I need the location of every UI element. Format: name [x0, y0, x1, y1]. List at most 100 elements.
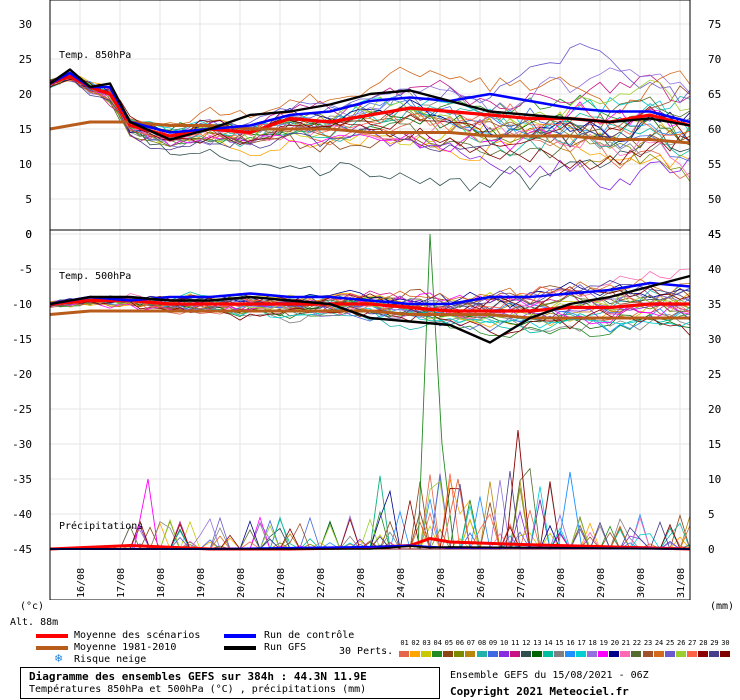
perturbation-swatches: [399, 651, 731, 657]
perturbation-swatch: [509, 651, 520, 657]
perturbation-swatch: [542, 651, 553, 657]
perturbation-swatch: [498, 651, 509, 657]
member-line-850: [49, 76, 691, 192]
y-tick-right: 25: [708, 368, 721, 381]
y-tick-right: 65: [708, 88, 721, 101]
legend-label-control: Run de contrôle: [264, 630, 355, 641]
series-line-850-gfs: [49, 68, 691, 141]
legend-label-snow: Risque neige: [74, 654, 147, 665]
plot-frame: [49, 0, 691, 600]
member-spike: [417, 233, 455, 550]
perturbation-swatch: [410, 651, 421, 657]
member-spike: [441, 478, 471, 550]
chart-svg: 16/08 17/08 18/08 19/08 20/08 21/08 22/08 23/08…: [12, 0, 721, 600]
y-tick-left: -20: [12, 368, 32, 381]
perturbation-swatch: [476, 651, 487, 657]
perturbation-numbers: 01 02 03 04 05 06 07 08 09 10 11 12 13 14 15 16 17 18 19 20…: [399, 639, 731, 649]
perturbation-swatch: [553, 651, 564, 657]
perturbation-number: 28: [699, 639, 708, 647]
x-tick-label: 31/08: [676, 568, 687, 598]
perturbation-swatch: [421, 651, 432, 657]
title-box: Diagramme des ensembles GEFS sur 384h : …: [20, 667, 440, 699]
perturbation-number: 05: [444, 639, 454, 647]
member-spike: [133, 478, 159, 550]
x-tick-label: 17/08: [116, 568, 127, 598]
x-tick-label: 21/08: [276, 568, 287, 598]
x-tick-label: 27/08: [516, 568, 527, 598]
y-tick-right: 20: [708, 403, 721, 416]
perturbation-number: 27: [688, 639, 697, 647]
perturbation-number: 07: [466, 639, 476, 647]
y-tick-right: 55: [708, 158, 721, 171]
panel-title: Précipitations: [59, 520, 143, 532]
y-tick-left: -30: [12, 438, 32, 451]
perturbation-swatch: [609, 651, 620, 657]
perturbation-number: 04: [433, 639, 442, 647]
perturbation-number: 11: [511, 639, 520, 647]
x-tick-label: 19/08: [196, 568, 207, 598]
y-tick-right: 10: [708, 473, 721, 486]
perturbation-number: 20: [610, 639, 620, 647]
perturbation-swatch: [620, 651, 631, 657]
perturbation-number: 24: [654, 639, 664, 647]
member-spike: [505, 429, 531, 550]
perturbation-number: 30: [721, 639, 730, 647]
x-tick-label: 18/08: [156, 568, 167, 598]
series-line-850-climate: [49, 120, 691, 145]
perturbation-swatch: [675, 651, 686, 657]
snowflake-icon: ❄: [54, 652, 64, 665]
unit-left: (°c): [20, 601, 45, 612]
perturbation-swatch: [399, 651, 410, 657]
y-tick-left: 0: [25, 228, 32, 241]
series-line-500-climate: [49, 309, 690, 320]
perturbation-number: 13: [533, 639, 542, 647]
y-tick-right: 30: [708, 333, 721, 346]
perturbation-swatch: [432, 651, 443, 657]
perturbation-swatch: [576, 651, 587, 657]
x-tick-label: 22/08: [316, 568, 327, 598]
panel-title: Temp. 500hPa: [59, 271, 131, 282]
perturbation-swatch: [587, 651, 598, 657]
y-tick-left: -25: [12, 403, 32, 416]
panel-title: Temp. 850hPa: [59, 50, 131, 61]
member-line-500: [49, 280, 691, 319]
perturbation-swatch: [531, 651, 542, 657]
perturbation-number: 12: [522, 639, 531, 647]
member-line-850: [49, 76, 691, 157]
perturbation-number: 09: [488, 639, 498, 647]
perturbation-swatch: [598, 651, 609, 657]
y-tick-left: 20: [19, 88, 32, 101]
perturbation-number: 19: [599, 639, 608, 647]
series-line-500-mean: [49, 298, 690, 313]
perturbation-swatch: [719, 651, 730, 657]
y-tick-right: 15: [708, 438, 721, 451]
perturbation-number: 02: [411, 639, 420, 647]
y-tick-right: 50: [708, 193, 721, 206]
x-tick-label: 25/08: [436, 568, 447, 598]
y-tick-left: -15: [12, 333, 32, 346]
perturbation-swatch: [664, 651, 675, 657]
member-line-precip: [50, 510, 691, 550]
perturbation-number: 14: [544, 639, 553, 647]
legend-swatch-mean: [36, 634, 68, 638]
y-tick-left: -45: [12, 543, 32, 556]
legend-label-gfs: Run GFS: [264, 642, 307, 653]
perturbation-swatch: [697, 651, 708, 657]
perturbation-number: 26: [677, 639, 686, 647]
series-line-850-control: [49, 71, 691, 134]
perturbation-number: 25: [665, 639, 675, 647]
series-line-precip-gfs: [50, 545, 691, 550]
y-tick-left: -35: [12, 473, 32, 486]
perturbation-swatch: [708, 651, 719, 657]
perturbation-number: 17: [577, 639, 586, 647]
x-tick-label: 20/08: [236, 568, 247, 598]
legend-label-climate: Moyenne 1981-2010: [74, 642, 177, 653]
y-tick-right: 5: [708, 508, 715, 521]
perturbation-number: 06: [455, 639, 465, 647]
perturbation-number: 21: [621, 639, 631, 647]
perturbation-number: 10: [499, 639, 509, 647]
x-tick-label: 16/08: [76, 568, 87, 598]
y-tick-left: 5: [25, 193, 32, 206]
perturbation-swatch: [487, 651, 498, 657]
